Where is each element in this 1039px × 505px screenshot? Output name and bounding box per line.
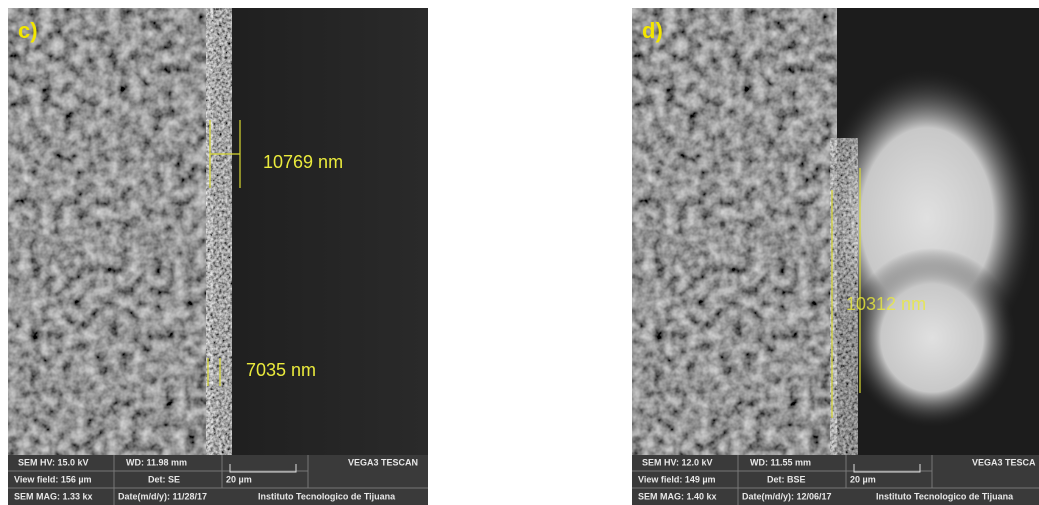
info-text: SEM MAG: 1.40 kx bbox=[638, 491, 717, 501]
info-text: VEGA3 TESCA bbox=[972, 457, 1036, 467]
info-text: 20 µm bbox=[850, 474, 876, 484]
info-text: VEGA3 TESCAN bbox=[348, 457, 418, 467]
info-text: View field: 156 µm bbox=[14, 474, 92, 484]
info-text: Date(m/d/y): 12/06/17 bbox=[742, 491, 832, 501]
info-text: 20 µm bbox=[226, 474, 252, 484]
info-text: Instituto Tecnologico de Tijuana bbox=[258, 491, 396, 501]
edge bbox=[206, 8, 232, 455]
info-text: Date(m/d/y): 11/28/17 bbox=[118, 491, 207, 501]
panel-label: d) bbox=[642, 18, 663, 43]
info-text: SEM HV: 15.0 kV bbox=[18, 457, 89, 467]
info-text: WD: 11.98 mm bbox=[126, 457, 187, 467]
panel-label: c) bbox=[18, 18, 38, 43]
texture bbox=[8, 8, 213, 455]
info-text: Instituto Tecnologico de Tijuana bbox=[876, 491, 1014, 501]
info-text: View field: 149 µm bbox=[638, 474, 716, 484]
sem-panel: d) 10312 nm SEM HV: 12.0 kV WD: 11.55 mm… bbox=[632, 8, 1039, 505]
sem-panel: c) 10769 nm 7035 nm SEM HV: 15.0 kV WD: … bbox=[8, 8, 428, 505]
measurement: 7035 nm bbox=[246, 360, 316, 380]
measurement: 10312 nm bbox=[846, 294, 926, 314]
page: c) 10769 nm 7035 nm SEM HV: 15.0 kV WD: … bbox=[0, 0, 1039, 505]
texture bbox=[632, 8, 837, 455]
measurement: 10769 nm bbox=[263, 152, 343, 172]
info-text: SEM MAG: 1.33 kx bbox=[14, 491, 93, 501]
info-text: Det: BSE bbox=[767, 474, 806, 484]
info-text: WD: 11.55 mm bbox=[750, 457, 811, 467]
info-text: Det: SE bbox=[148, 474, 180, 484]
glow bbox=[847, 248, 1017, 428]
info-text: SEM HV: 12.0 kV bbox=[642, 457, 713, 467]
